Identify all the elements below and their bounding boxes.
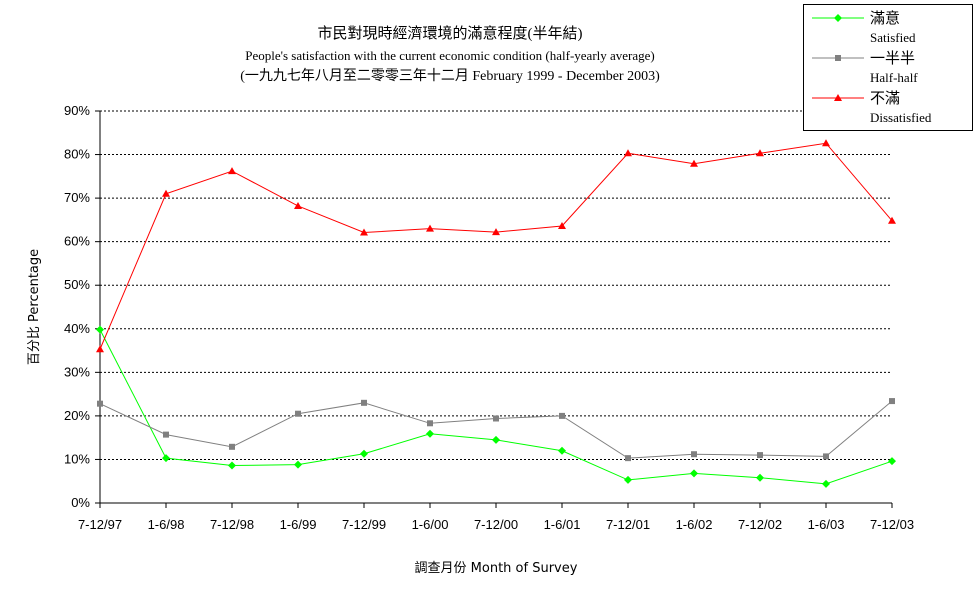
data-point-satisfied	[426, 429, 434, 438]
legend-label-zh: 滿意	[870, 9, 901, 27]
data-point-dissatisfied	[228, 167, 236, 175]
legend-item-dissatisfied: 不滿 Dissatisfied	[804, 87, 972, 127]
chart-title-block: 市民對現時經濟環境的滿意程度(半年結) People's satisfactio…	[150, 24, 750, 87]
data-point-satisfied	[624, 475, 632, 484]
data-point-dissatisfied	[888, 216, 896, 224]
legend-swatch-half-half	[812, 55, 864, 61]
data-point-satisfied	[822, 479, 830, 488]
data-point-half-half	[163, 431, 169, 438]
data-point-satisfied	[228, 461, 236, 470]
x-tick-label: 1-6/00	[412, 517, 449, 532]
data-point-satisfied	[162, 454, 170, 463]
data-point-satisfied	[888, 457, 896, 466]
data-point-dissatisfied	[558, 221, 566, 229]
data-point-dissatisfied	[756, 149, 764, 157]
data-point-dissatisfied	[294, 201, 302, 209]
x-tick-label: 7-12/00	[474, 517, 518, 532]
legend-swatch-dissatisfied	[812, 94, 864, 101]
data-point-dissatisfied	[822, 139, 830, 147]
legend-label-en: Half-half	[870, 70, 918, 85]
data-point-dissatisfied	[492, 228, 500, 236]
chart-title-en: People's satisfaction with the current e…	[245, 48, 655, 63]
x-tick-label: 7-12/98	[210, 517, 254, 532]
x-tick-label: 1-6/01	[544, 517, 581, 532]
series-line-dissatisfied	[99, 142, 893, 350]
data-point-satisfied	[360, 449, 368, 458]
y-tick-label: 70%	[64, 190, 90, 205]
data-point-half-half	[691, 451, 697, 458]
y-tick-label: 60%	[64, 234, 90, 249]
data-point-dissatisfied	[624, 149, 632, 157]
data-point-half-half	[625, 455, 631, 462]
chart-title-zh: 市民對現時經濟環境的滿意程度(半年結)	[317, 26, 583, 42]
y-tick-label: 40%	[64, 321, 90, 336]
data-point-half-half	[559, 412, 565, 419]
legend-label-en: Dissatisfied	[870, 110, 932, 125]
y-tick-label: 80%	[64, 147, 90, 162]
data-point-dissatisfied	[426, 224, 434, 232]
data-point-half-half	[823, 453, 829, 460]
chart-subtitle-period: (一九九七年八月至二零零三年十二月 February 1999 - Decemb…	[240, 69, 660, 84]
x-tick-label: 1-6/02	[676, 517, 713, 532]
data-point-satisfied	[294, 460, 302, 469]
data-point-satisfied	[492, 435, 500, 444]
data-point-half-half	[361, 399, 367, 406]
data-point-satisfied	[96, 325, 104, 334]
chart-legend: 滿意 Satisfied 一半半 Half-half 不滿 Dissatisfi…	[803, 4, 973, 131]
y-tick-label: 0%	[71, 495, 90, 510]
x-tick-label: 7-12/97	[78, 517, 122, 532]
series-line-half-half	[99, 400, 893, 459]
x-tick-label: 7-12/02	[738, 517, 782, 532]
y-tick-label: 90%	[64, 103, 90, 118]
data-point-half-half	[97, 400, 103, 407]
data-point-satisfied	[756, 473, 764, 482]
data-point-half-half	[427, 420, 433, 427]
x-axis-title: 調查月份 Month of Survey	[415, 561, 578, 576]
data-point-satisfied	[558, 446, 566, 455]
y-axis-title: 百分比 Percentage	[27, 249, 42, 365]
series-line-satisfied	[99, 329, 893, 485]
data-point-half-half	[295, 410, 301, 417]
y-tick-label: 10%	[64, 451, 90, 466]
x-tick-label: 1-6/99	[280, 517, 317, 532]
data-point-half-half	[757, 452, 763, 459]
y-tick-label: 30%	[64, 364, 90, 379]
y-tick-label: 50%	[64, 277, 90, 292]
x-tick-label: 7-12/03	[870, 517, 914, 532]
x-tick-label: 1-6/98	[148, 517, 185, 532]
x-tick-label: 1-6/03	[808, 517, 845, 532]
y-tick-label: 20%	[64, 408, 90, 423]
data-point-dissatisfied	[162, 189, 170, 197]
data-point-dissatisfied	[96, 345, 104, 353]
x-tick-label: 7-12/99	[342, 517, 386, 532]
data-point-dissatisfied	[360, 228, 368, 236]
data-point-satisfied	[690, 469, 698, 478]
legend-swatch-satisfied	[812, 14, 864, 22]
legend-label-zh: 不滿	[870, 89, 901, 107]
legend-item-half-half: 一半半 Half-half	[804, 47, 972, 87]
data-point-half-half	[229, 443, 235, 450]
legend-label-en: Satisfied	[870, 30, 916, 45]
x-tick-label: 7-12/01	[606, 517, 650, 532]
legend-label-zh: 一半半	[870, 49, 916, 67]
data-point-half-half	[889, 398, 895, 405]
legend-item-satisfied: 滿意 Satisfied	[804, 7, 972, 47]
data-point-half-half	[493, 415, 499, 422]
data-point-dissatisfied	[690, 159, 698, 167]
